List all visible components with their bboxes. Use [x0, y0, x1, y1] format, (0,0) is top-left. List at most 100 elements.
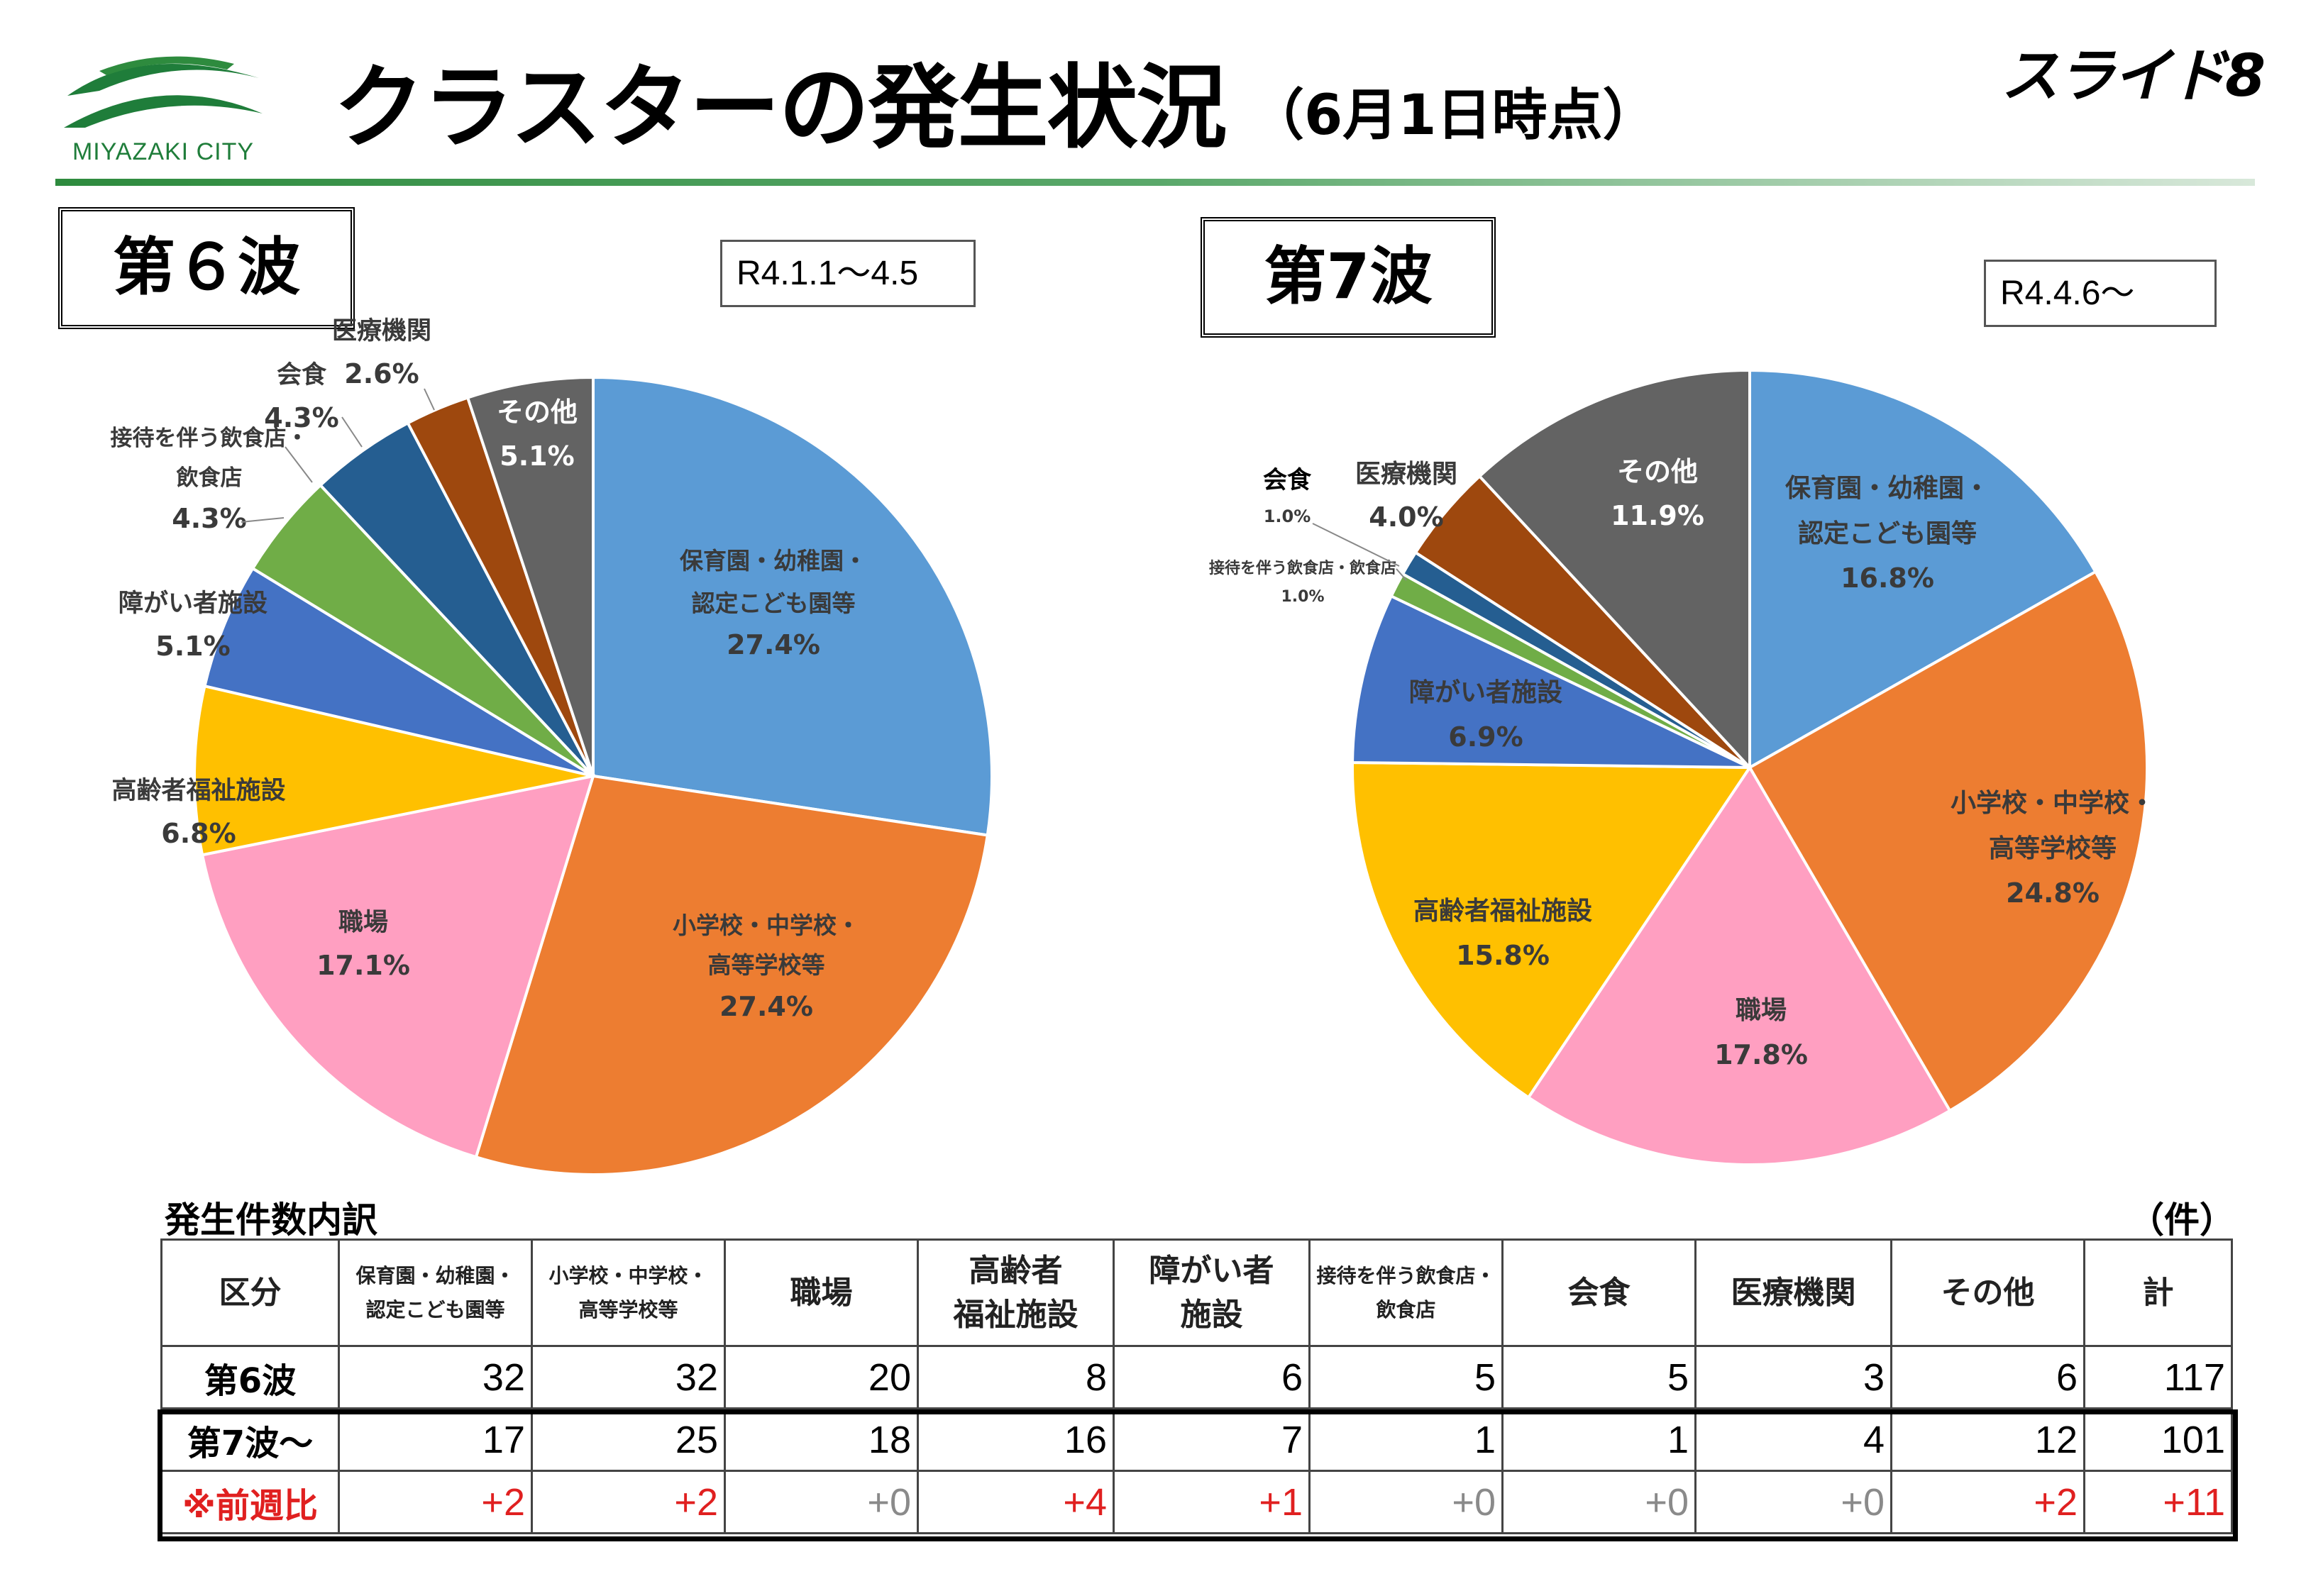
cell: 32 [531, 1345, 726, 1409]
table-header-row: 区分 保育園・幼稚園・ 認定こども園等 小学校・中学校・ 高等学校等 職場 高齢者福… [160, 1238, 2233, 1347]
wave7-title-box: 第7波 [1201, 217, 1496, 338]
w7-label-sho-pct: 24.8% [2006, 877, 2100, 909]
w6-label-sho-2: 高等学校等 [708, 951, 825, 979]
wave6-title-box: 第６波 [58, 207, 355, 329]
w6-leader-iryo [424, 388, 435, 411]
header-shogai-line2: 施設 [1180, 1296, 1243, 1333]
w7-label-shogai-pct: 6.9% [1448, 721, 1523, 753]
w7-label-sho-2: 高等学校等 [1989, 833, 2117, 863]
cell: 4 [1694, 1407, 1892, 1472]
w7-label-settai: 接待を伴う飲食店・飲食店 [1209, 559, 1396, 577]
cell: 6 [1890, 1345, 2085, 1409]
cell: +4 [917, 1470, 1115, 1534]
w7-slice-sonota [1477, 368, 1751, 772]
w7-label-sonota-pct: 11.9% [1611, 500, 1704, 531]
w6-label-iryo-pct: 2.6% [344, 358, 419, 389]
cell: +11 [2083, 1470, 2233, 1534]
w6-slice-hoiku [592, 375, 993, 837]
cell: +0 [1308, 1470, 1504, 1534]
header-sho-line1: 小学校・中学校・ [548, 1263, 708, 1287]
w7-label-hoiku-1: 保育園・幼稚園・ [1785, 474, 1990, 503]
w6-slice-koreisha [193, 684, 594, 857]
cell: +1 [1113, 1470, 1311, 1534]
cell: 25 [531, 1407, 726, 1472]
page-title-date: （6月1日時点） [1249, 84, 1658, 148]
cell: 1 [1501, 1407, 1697, 1472]
header-shogai-line1: 障がい者 [1149, 1252, 1274, 1289]
header-hoiku-line1: 保育園・幼稚園・ [355, 1263, 515, 1287]
table-unit: （件） [2129, 1199, 2235, 1241]
header-sho: 小学校・中学校・ 高等学校等 [531, 1238, 726, 1347]
cell: 6 [1113, 1345, 1311, 1409]
w6-label-sho-pct: 27.4% [719, 991, 813, 1022]
w7-label-hoiku-pct: 16.8% [1841, 563, 1934, 594]
miyazaki-city-logo [64, 56, 263, 128]
w6-label-settai-2: 飲食店 [177, 465, 243, 491]
w6-label-iryo: 医療機関 [332, 317, 431, 345]
wave6-date-range: R4.1.1～4.5 [720, 240, 976, 307]
header-sho-line2: 高等学校等 [578, 1297, 678, 1321]
header-total: 計 [2083, 1238, 2233, 1347]
cell: +2 [531, 1470, 726, 1534]
w7-leader-settai [1396, 568, 1407, 581]
w7-slice-hoiku [1748, 368, 2098, 770]
page-title: クラスターの発生状況 [333, 55, 1227, 161]
header-hoiku-line2: 認定こども園等 [365, 1297, 505, 1321]
wave7-pie [1351, 368, 2148, 1166]
w6-label-settai-pct: 4.3% [172, 503, 246, 534]
cell: +2 [1890, 1470, 2085, 1534]
header-settai: 接待を伴う飲食店・ 飲食店 [1308, 1238, 1504, 1347]
cell: 32 [338, 1345, 533, 1409]
w7-slice-shokuba [1526, 765, 1952, 1166]
w7-slice-sho [1748, 570, 2148, 1113]
pie-charts: 保育園・幼稚園・ 認定こども園等 27.4% 小学校・中学校・ 高等学校等 27… [111, 317, 2155, 1176]
w6-slice-shokuba [200, 774, 595, 1159]
cell: 7 [1113, 1407, 1311, 1472]
w6-slice-shogai [203, 566, 595, 777]
header-kubun: 区分 [160, 1238, 340, 1347]
w7-label-iryo: 医療機関 [1355, 460, 1457, 489]
w6-slice-sonota [465, 375, 595, 777]
w6-label-hoiku-2: 認定こども園等 [692, 589, 856, 617]
w7-label-shogai: 障がい者施設 [1409, 678, 1562, 707]
w6-leader-settai-pct [241, 517, 285, 523]
table-row-wave6: 第6波 32 32 20 8 6 5 5 3 6 117 [160, 1345, 2233, 1409]
w7-label-sho-1: 小学校・中学校・ [1951, 788, 2155, 818]
w6-label-shogai-pct: 5.1% [155, 631, 230, 662]
cell: +0 [1694, 1470, 1892, 1534]
cell: 5 [1308, 1345, 1504, 1409]
w7-label-iryo-pct: 4.0% [1369, 501, 1443, 533]
cell: 18 [724, 1407, 919, 1472]
logo-text: MIYAZAKI CITY [72, 138, 255, 165]
row-label: 第6波 [160, 1345, 340, 1409]
header-kaishoku: 会食 [1501, 1238, 1697, 1347]
wave6-pie [193, 375, 993, 1176]
w6-label-shogai: 障がい者施設 [118, 589, 267, 618]
w6-label-sonota: その他 [497, 397, 578, 428]
header-koreisha: 高齢者 福祉施設 [917, 1238, 1115, 1347]
cell: 1 [1308, 1407, 1504, 1472]
cell: 3 [1694, 1345, 1892, 1409]
w6-label-shokuba-pct: 17.1% [316, 950, 410, 981]
w7-leader-kaishoku [1312, 523, 1400, 567]
header-hoiku: 保育園・幼稚園・ 認定こども園等 [338, 1238, 533, 1347]
slide-number: スライド8 [2001, 43, 2266, 110]
row-label: ※前週比 [160, 1470, 340, 1534]
w7-label-shokuba-pct: 17.8% [1714, 1039, 1808, 1070]
cell: 117 [2083, 1345, 2233, 1409]
w7-label-kaishoku-pct: 1.0% [1264, 506, 1311, 526]
w7-label-settai-pct: 1.0% [1281, 588, 1324, 606]
header-shogai: 障がい者 施設 [1113, 1238, 1311, 1347]
w7-label-sonota: その他 [1617, 456, 1698, 487]
header-iryo: 医療機関 [1694, 1238, 1892, 1347]
w6-label-hoiku-1: 保育園・幼稚園・ [680, 547, 867, 575]
cell: 16 [917, 1407, 1115, 1472]
w6-label-hoiku-pct: 27.4% [727, 629, 820, 660]
w7-label-kaishoku: 会食 [1263, 466, 1312, 494]
cell: 101 [2083, 1407, 2233, 1472]
cell: +0 [724, 1470, 919, 1534]
header-koreisha-line1: 高齢者 [969, 1252, 1063, 1289]
table-caption: 発生件数内訳 [165, 1199, 377, 1241]
header-settai-line1: 接待を伴う飲食店・ [1316, 1263, 1496, 1287]
cell: +2 [338, 1470, 533, 1534]
